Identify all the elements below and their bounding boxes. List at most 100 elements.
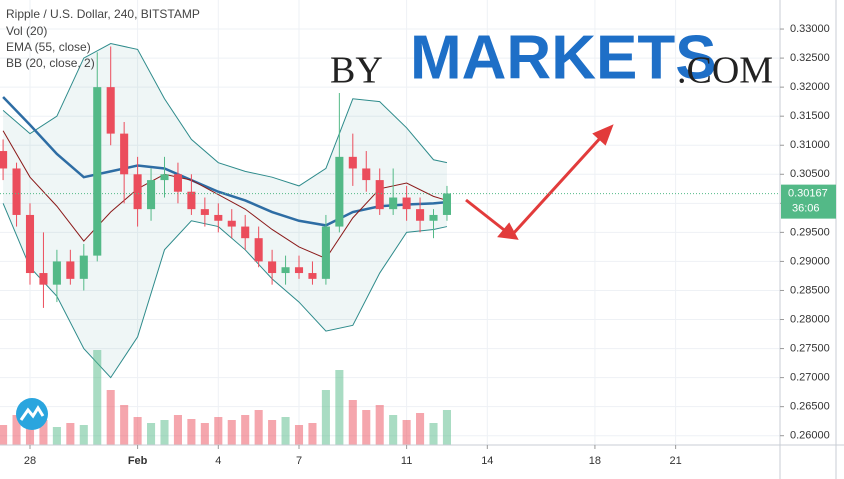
- volume-bar: [429, 423, 438, 445]
- volume-bar: [254, 410, 263, 445]
- volume-bar: [268, 420, 277, 445]
- volume-bar: [133, 417, 142, 445]
- candle-layer: [0, 46, 451, 308]
- indicator-label: Vol (20): [6, 24, 47, 38]
- volume-bar: [52, 427, 61, 445]
- candle-body: [147, 180, 156, 210]
- volume-bar: [93, 350, 102, 445]
- volume-bar: [12, 415, 21, 445]
- volume-bar: [79, 425, 88, 445]
- volume-bar: [375, 405, 384, 445]
- volume-bar: [402, 420, 411, 445]
- x-tick-label: 11: [401, 455, 412, 467]
- candle-body: [254, 238, 263, 262]
- arrow-down: [465, 198, 509, 235]
- y-tick-label: 0.30500: [790, 168, 830, 180]
- candle-body: [173, 174, 182, 192]
- candle-body: [93, 87, 102, 256]
- candle-body: [187, 191, 196, 210]
- volume-bar: [294, 425, 304, 445]
- candle-body: [79, 255, 88, 279]
- y-tick-label: 0.28500: [790, 284, 830, 296]
- candle-body: [268, 261, 277, 274]
- arrow-up: [510, 133, 605, 237]
- candle-body: [429, 214, 438, 221]
- volume-bar: [214, 417, 223, 445]
- volume-bar: [416, 413, 425, 445]
- logo-mark: [19, 405, 45, 421]
- candle-body: [362, 168, 371, 181]
- volume-bar: [120, 405, 129, 445]
- volume-bar: [442, 410, 451, 445]
- candle-body: [294, 267, 304, 274]
- y-tick-label: 0.29000: [790, 255, 830, 267]
- volume-bar: [173, 415, 182, 445]
- arrows: [465, 124, 614, 240]
- y-tick-label: 0.29500: [790, 226, 830, 238]
- volume-bar: [227, 420, 236, 445]
- candle-body: [375, 180, 384, 210]
- volume-bar: [187, 419, 196, 445]
- volume-bar: [335, 370, 344, 445]
- candle-body: [227, 220, 236, 227]
- candle-body: [241, 226, 250, 239]
- x-tick-label: 28: [24, 455, 36, 467]
- candle-body: [321, 226, 330, 279]
- x-tick-label: 21: [669, 455, 681, 467]
- candle-body: [442, 193, 451, 215]
- volume-bar: [321, 390, 330, 445]
- volume-bar: [362, 410, 371, 445]
- candle-body: [120, 133, 129, 175]
- candle-body: [66, 261, 75, 279]
- line-layer: [2, 96, 448, 260]
- volume-bar: [147, 423, 156, 445]
- indicator-line: [2, 130, 448, 260]
- watermark-suffix: .COM: [677, 50, 773, 92]
- volume-bar: [281, 417, 290, 445]
- candle-body: [25, 214, 35, 274]
- indicator-label: EMA (55, close): [6, 40, 91, 54]
- y-tick-label: 0.31000: [790, 139, 830, 151]
- candle-body: [52, 261, 61, 285]
- volume-bar: [160, 420, 169, 445]
- volume-bar: [348, 400, 357, 445]
- x-tick-label: 14: [481, 455, 493, 467]
- y-tick-label: 0.31500: [790, 110, 830, 122]
- candle-body: [214, 214, 223, 221]
- y-tick-label: 0.26500: [790, 401, 830, 413]
- y-tick-label: 0.27500: [790, 342, 830, 354]
- candle-body: [39, 273, 48, 285]
- candle-body: [133, 174, 142, 210]
- volume-bar: [308, 423, 317, 445]
- volume-bar: [106, 390, 115, 445]
- volume-bar: [39, 420, 48, 445]
- chart-title: Ripple / U.S. Dollar, 240, BITSTAMP: [6, 7, 200, 21]
- volume-bar: [241, 415, 250, 445]
- candle-body: [335, 156, 344, 227]
- candle-body: [416, 209, 425, 221]
- y-tick-label: 0.33000: [790, 23, 830, 35]
- volume-bar: [0, 425, 8, 445]
- indicator-label: BB (20, close, 2): [6, 56, 95, 70]
- indicator-line: [2, 96, 448, 227]
- candle-body: [308, 273, 317, 279]
- watermark-prefix: BY: [330, 50, 383, 92]
- candle-body: [200, 209, 209, 215]
- arrow-head: [592, 124, 614, 146]
- candle-body: [402, 197, 411, 210]
- candle-body: [160, 174, 169, 181]
- band-upper: [2, 43, 448, 187]
- candle-body: [0, 151, 8, 169]
- candle-body: [12, 168, 21, 215]
- candle-body: [348, 156, 357, 169]
- x-tick-label: 4: [215, 455, 221, 467]
- grid-layer: [0, 0, 780, 445]
- y-tick-label: 0.32000: [790, 81, 830, 93]
- y-tick-label: 0.26000: [790, 430, 830, 442]
- tv-logo: [16, 398, 48, 430]
- watermark-main: MARKETS: [410, 23, 717, 92]
- volume-bar: [200, 423, 209, 445]
- volume-bar: [389, 415, 398, 445]
